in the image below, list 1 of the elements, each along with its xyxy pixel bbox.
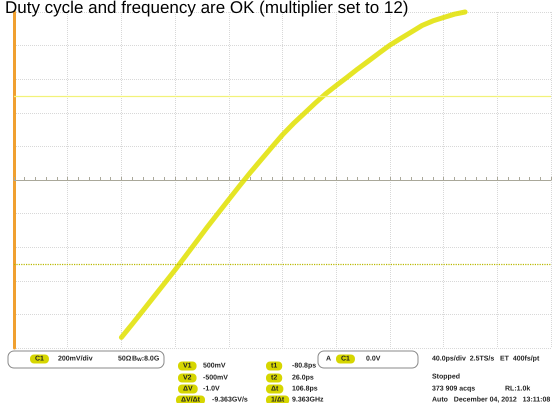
- chart-title: Duty cycle and frequency are OK (multiplier set to 12): [5, 0, 408, 17]
